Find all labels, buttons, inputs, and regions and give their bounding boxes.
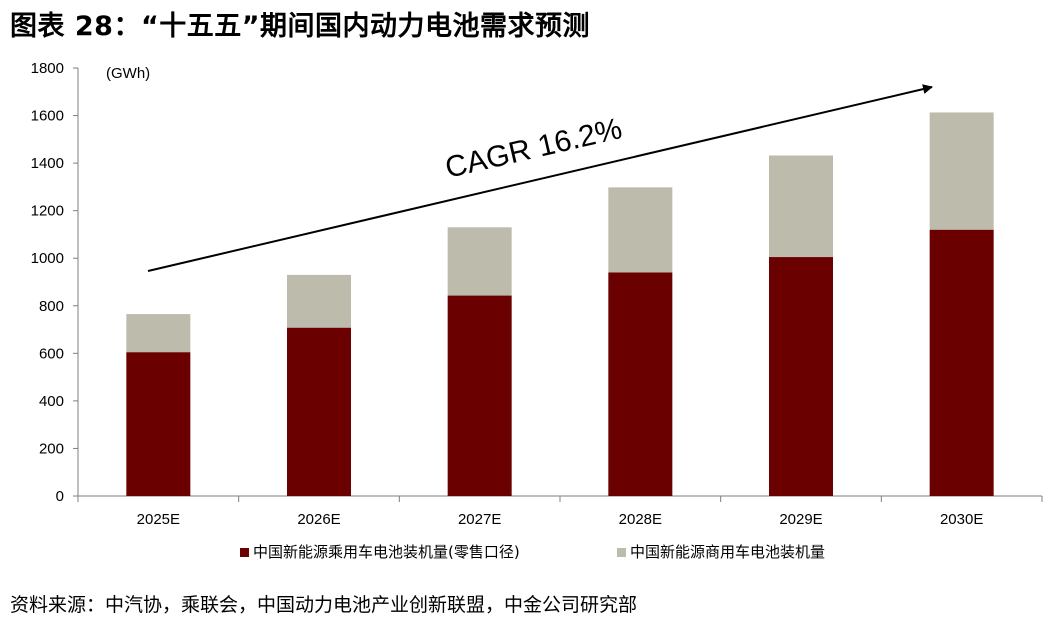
bar-series-1-2027E [447,227,512,296]
source-note: 资料来源：中汽协，乘联会，中国动力电池产业创新联盟，中金公司研究部 [10,594,638,616]
bar-series-1-2025E [126,314,191,353]
x-tick-label: 2025E [137,511,180,528]
bar-series-1-2030E [929,112,994,230]
x-tick-label: 2027E [458,511,501,528]
y-tick-label: 1800 [31,60,64,77]
bars [126,112,994,496]
bar-series-1-2028E [608,187,673,273]
page-title: 图表 28：“十五五”期间国内动力电池需求预测 [10,11,590,42]
bar-series-0-2027E [447,295,512,496]
bar-series-0-2030E [929,229,994,496]
y-tick-label: 1200 [31,203,64,220]
x-tick-label: 2028E [619,511,662,528]
bar-series-1-2026E [287,274,351,328]
y-axis: 0 200 400 600 800 1000 1200 1400 1600 1800 [31,60,79,505]
x-tick-label: 2030E [940,511,983,528]
x-axis: 2025E 2026E 2027E 2028E 2029E 2030E [77,495,1043,528]
y-tick-label: 400 [39,393,64,410]
legend-swatch [240,548,249,557]
legend-label: 中国新能源乘用车电池装机量(零售口径) [253,543,520,561]
y-tick-label: 600 [39,345,64,362]
x-tick-label: 2026E [297,511,340,528]
legend-swatch [617,548,626,557]
legend-label: 中国新能源商用车电池装机量 [630,543,825,561]
bar-series-1-2029E [769,155,833,258]
y-tick-label: 0 [56,488,64,505]
bar-series-0-2026E [287,327,351,496]
trend-arrow [147,84,933,272]
bar-series-0-2029E [769,257,833,496]
y-unit-label: (GWh) [106,65,150,82]
bar-series-0-2025E [126,352,191,496]
y-tick-label: 200 [39,440,64,457]
bar-series-0-2028E [608,272,673,496]
cagr-label: CAGR 16.2% [442,112,625,185]
x-tick-label: 2029E [779,511,822,528]
y-tick-label: 1600 [31,108,64,125]
y-tick-label: 1000 [31,250,64,267]
legend: 中国新能源乘用车电池装机量(零售口径) 中国新能源商用车电池装机量 [240,543,825,561]
y-tick-label: 1400 [31,155,64,172]
y-tick-label: 800 [39,298,64,315]
